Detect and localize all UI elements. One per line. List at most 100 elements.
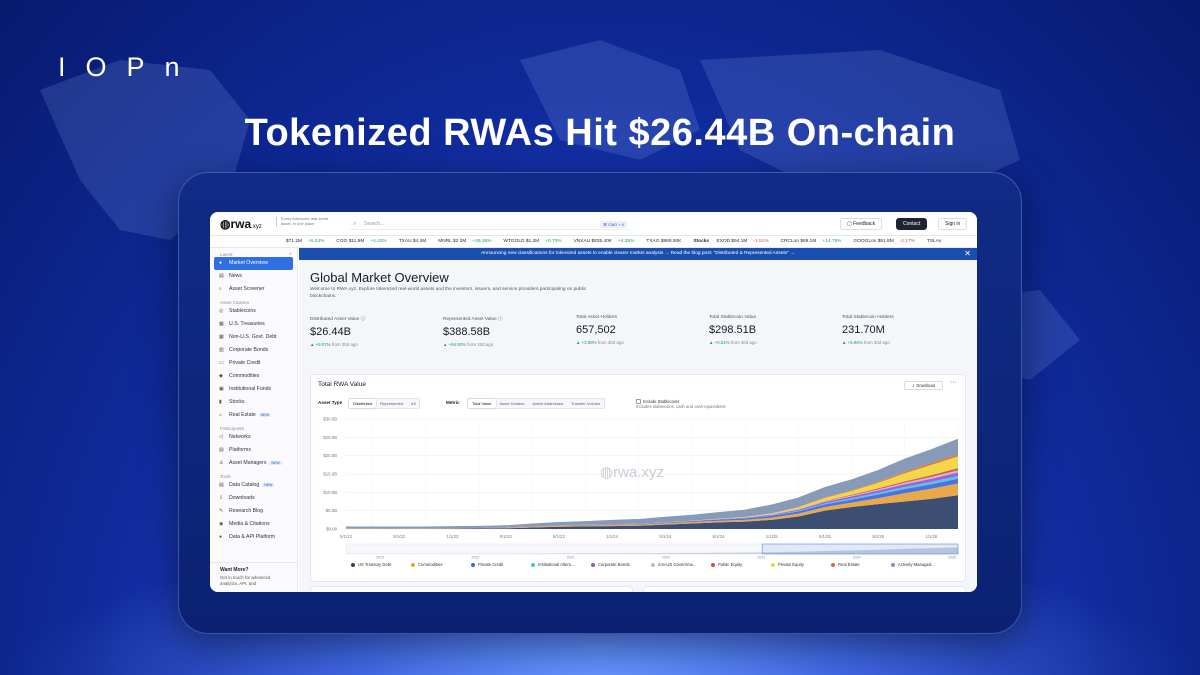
legend-item[interactable]: Commodities — [411, 562, 442, 567]
feedback-button[interactable]: ▢ Feedback — [840, 218, 883, 230]
ticker-item[interactable]: CRCLon $69.1M +14.78% — [781, 239, 848, 244]
ticker-item[interactable]: Stocks — [693, 239, 710, 244]
sidebar-item-stocks[interactable]: ▮ Stocks — [210, 396, 297, 409]
ticker-change: +4.42% — [370, 239, 387, 244]
option-active-addresses[interactable]: Active Addresses — [532, 401, 564, 406]
stacked-area-chart[interactable]: $0.00 $5.0B $10.0B $15.0B $20.0B $25.0B $30.0B… — [311, 411, 967, 583]
stat-change-percent: ▲ +3.98% — [576, 340, 597, 345]
legend-label: Institutional Altern... — [538, 562, 575, 567]
area-series-4[interactable] — [346, 472, 958, 529]
sidebar-item-asset-managers[interactable]: ♙ Asset Managers NEW — [210, 457, 297, 470]
ticker-item[interactable]: GOOGLon $51.8M -2.17% — [853, 239, 920, 244]
sidebar-icon: ● — [219, 534, 223, 540]
legend-item[interactable]: Corporate Bonds — [591, 562, 630, 567]
asset-type-label: Asset Type — [318, 400, 343, 405]
stat-value: $26.44B — [310, 326, 351, 338]
sidebar: « Latest ● Market Overview ▤ News ⌕ Asset Scre… — [210, 248, 298, 592]
legend-item[interactable]: non-US Governme... — [651, 562, 696, 567]
area-series-0[interactable] — [346, 495, 958, 529]
ticker-item[interactable]: WTGOLD $1.2M +0.73% — [503, 239, 567, 244]
ticker-change: +4.35% — [618, 239, 635, 244]
more-options-icon[interactable]: ··· — [950, 379, 957, 386]
sidebar-item-u-s-treasuries[interactable]: ▦ U.S. Treasuries — [210, 318, 297, 331]
ticker-item[interactable]: $71.2M +5.04% — [286, 239, 330, 244]
ticker-change: -1.51% — [753, 239, 769, 244]
legend-item[interactable]: Private Equity — [771, 562, 804, 567]
announcement-banner[interactable]: Announcing new classifications for token… — [299, 248, 977, 260]
sidebar-item-downloads[interactable]: ⇩ Downloads — [210, 492, 297, 505]
chart-title: Total RWA Value — [318, 381, 366, 388]
ticker-item[interactable]: EXOD $94.1M -1.51% — [716, 239, 774, 244]
option-transfer-volume[interactable]: Transfer Volume — [571, 401, 601, 406]
area-series-1[interactable] — [346, 483, 958, 529]
sidebar-icon: ♙ — [219, 460, 224, 466]
sidebar-item-label: U.S. Treasuries — [229, 321, 265, 327]
ticker-item[interactable]: MNRL $2.2M +35.38% — [438, 239, 497, 244]
y-tick-label: $15.0B — [323, 472, 337, 477]
stat-change-period: from 30d ago — [467, 342, 494, 347]
sidebar-item-commodities[interactable]: ◆ Commodities — [210, 370, 297, 383]
legend-item[interactable]: Real Estate — [831, 562, 860, 567]
sidebar-item-news[interactable]: ▤ News — [210, 270, 297, 283]
option-asset-holders[interactable]: Asset Holders — [499, 401, 525, 406]
legend-item[interactable]: Private Credit — [471, 562, 503, 567]
sign-in-button[interactable]: Sign in — [938, 218, 968, 230]
option-all[interactable]: All — [411, 401, 416, 406]
sidebar-item-data-catalog[interactable]: ▤ Data Catalog NEW — [210, 479, 297, 492]
stat-change-percent: ▲ +9.07% — [310, 342, 331, 347]
sidebar-item-media-citations[interactable]: ◉ Media & Citations — [210, 518, 297, 531]
sidebar-item-asset-screener[interactable]: ⌕ Asset Screener — [210, 283, 297, 296]
stat-change-period: from 30d ago — [597, 340, 624, 345]
area-series-3[interactable] — [346, 475, 958, 529]
sidebar-item-institutional-funds[interactable]: ▣ Institutional Funds — [210, 383, 297, 396]
area-series-5[interactable] — [346, 470, 958, 529]
ticker-item[interactable]: VNXAU $835.40K +4.35% — [574, 239, 641, 244]
brand-logo[interactable]: ◍rwa.xyz — [220, 217, 262, 231]
ticker-change: +14.78% — [822, 239, 842, 244]
ticker-symbol: MNRL — [438, 239, 452, 244]
sidebar-item-market-overview[interactable]: ● Market Overview — [214, 257, 293, 270]
option-total-value[interactable]: Total Value — [468, 399, 496, 408]
sidebar-item-label: Commodities — [229, 373, 260, 379]
ticker-item[interactable]: TSLAx — [927, 239, 941, 244]
info-icon[interactable]: ⓘ — [359, 317, 366, 322]
range-label: 2019 — [376, 556, 384, 560]
close-icon[interactable]: ✕ — [964, 249, 971, 258]
contact-button[interactable]: Contact — [896, 218, 928, 230]
legend-item[interactable]: Actively-Managed... — [891, 562, 935, 567]
legend-item[interactable]: Public Equity — [711, 562, 742, 567]
stat-change: ▲ +3.98% from 30d ago — [576, 340, 696, 345]
ticker-item[interactable]: TXAG $869.50K — [646, 239, 687, 244]
sidebar-item-networks[interactable]: ◁ Networks — [210, 431, 297, 444]
banner-text: Announcing new classifications for token… — [481, 251, 795, 256]
sidebar-item-platforms[interactable]: ▤ Platforms — [210, 444, 297, 457]
legend-item[interactable]: US Treasury Debt — [351, 562, 391, 567]
info-icon[interactable]: ⓘ — [496, 317, 503, 322]
download-button[interactable]: ⇩ Download — [903, 381, 943, 390]
sidebar-item-research-blog[interactable]: ✎ Research Blog — [210, 505, 297, 518]
legend-swatch — [411, 562, 415, 567]
ticker-change: +5.04% — [308, 239, 325, 244]
area-series-2[interactable] — [346, 478, 958, 529]
sidebar-item-private-credit[interactable]: ▭ Private Credit — [210, 357, 297, 370]
search-input[interactable]: ⌕ Search... — [350, 219, 630, 230]
range-label: 2022 — [662, 556, 670, 560]
sidebar-item-data-api-platform[interactable]: ● Data & API Platform — [210, 531, 297, 544]
sidebar-item-corporate-bonds[interactable]: ▥ Corporate Bonds — [210, 344, 297, 357]
sidebar-item-non-u-s-govt-debt[interactable]: ▦ Non-U.S. Govt. Debt — [210, 331, 297, 344]
include-stablecoins-toggle[interactable]: Include Stablecoins Includes stablecoins… — [636, 399, 726, 410]
ticker-value: $1.2M — [525, 239, 540, 244]
option-represented[interactable]: Represented — [380, 401, 404, 406]
legend-item[interactable]: Institutional Altern... — [531, 562, 575, 567]
collapse-sidebar-icon[interactable]: « — [289, 251, 292, 257]
option-distributed[interactable]: Distributed — [349, 399, 377, 408]
sidebar-item-label: Market Overview — [229, 260, 268, 266]
sidebar-item-stablecoins[interactable]: ◎ Stablecoins — [210, 305, 297, 318]
stat-card: Total Stablecoin Value $298.51B ▲ +0.51% f… — [709, 315, 829, 345]
sidebar-item-real-estate[interactable]: ⌂ Real Estate NEW — [210, 409, 297, 422]
stat-card: Total Stablecoin Holders 231.70M ▲ +5.86% … — [842, 315, 962, 345]
ticker-item[interactable]: CGO $11.9M +4.42% — [336, 239, 392, 244]
sidebar-icon: ⇩ — [219, 495, 224, 501]
range-selection-handle[interactable] — [761, 543, 959, 555]
ticker-item[interactable]: TXAU $4.4M — [399, 239, 432, 244]
